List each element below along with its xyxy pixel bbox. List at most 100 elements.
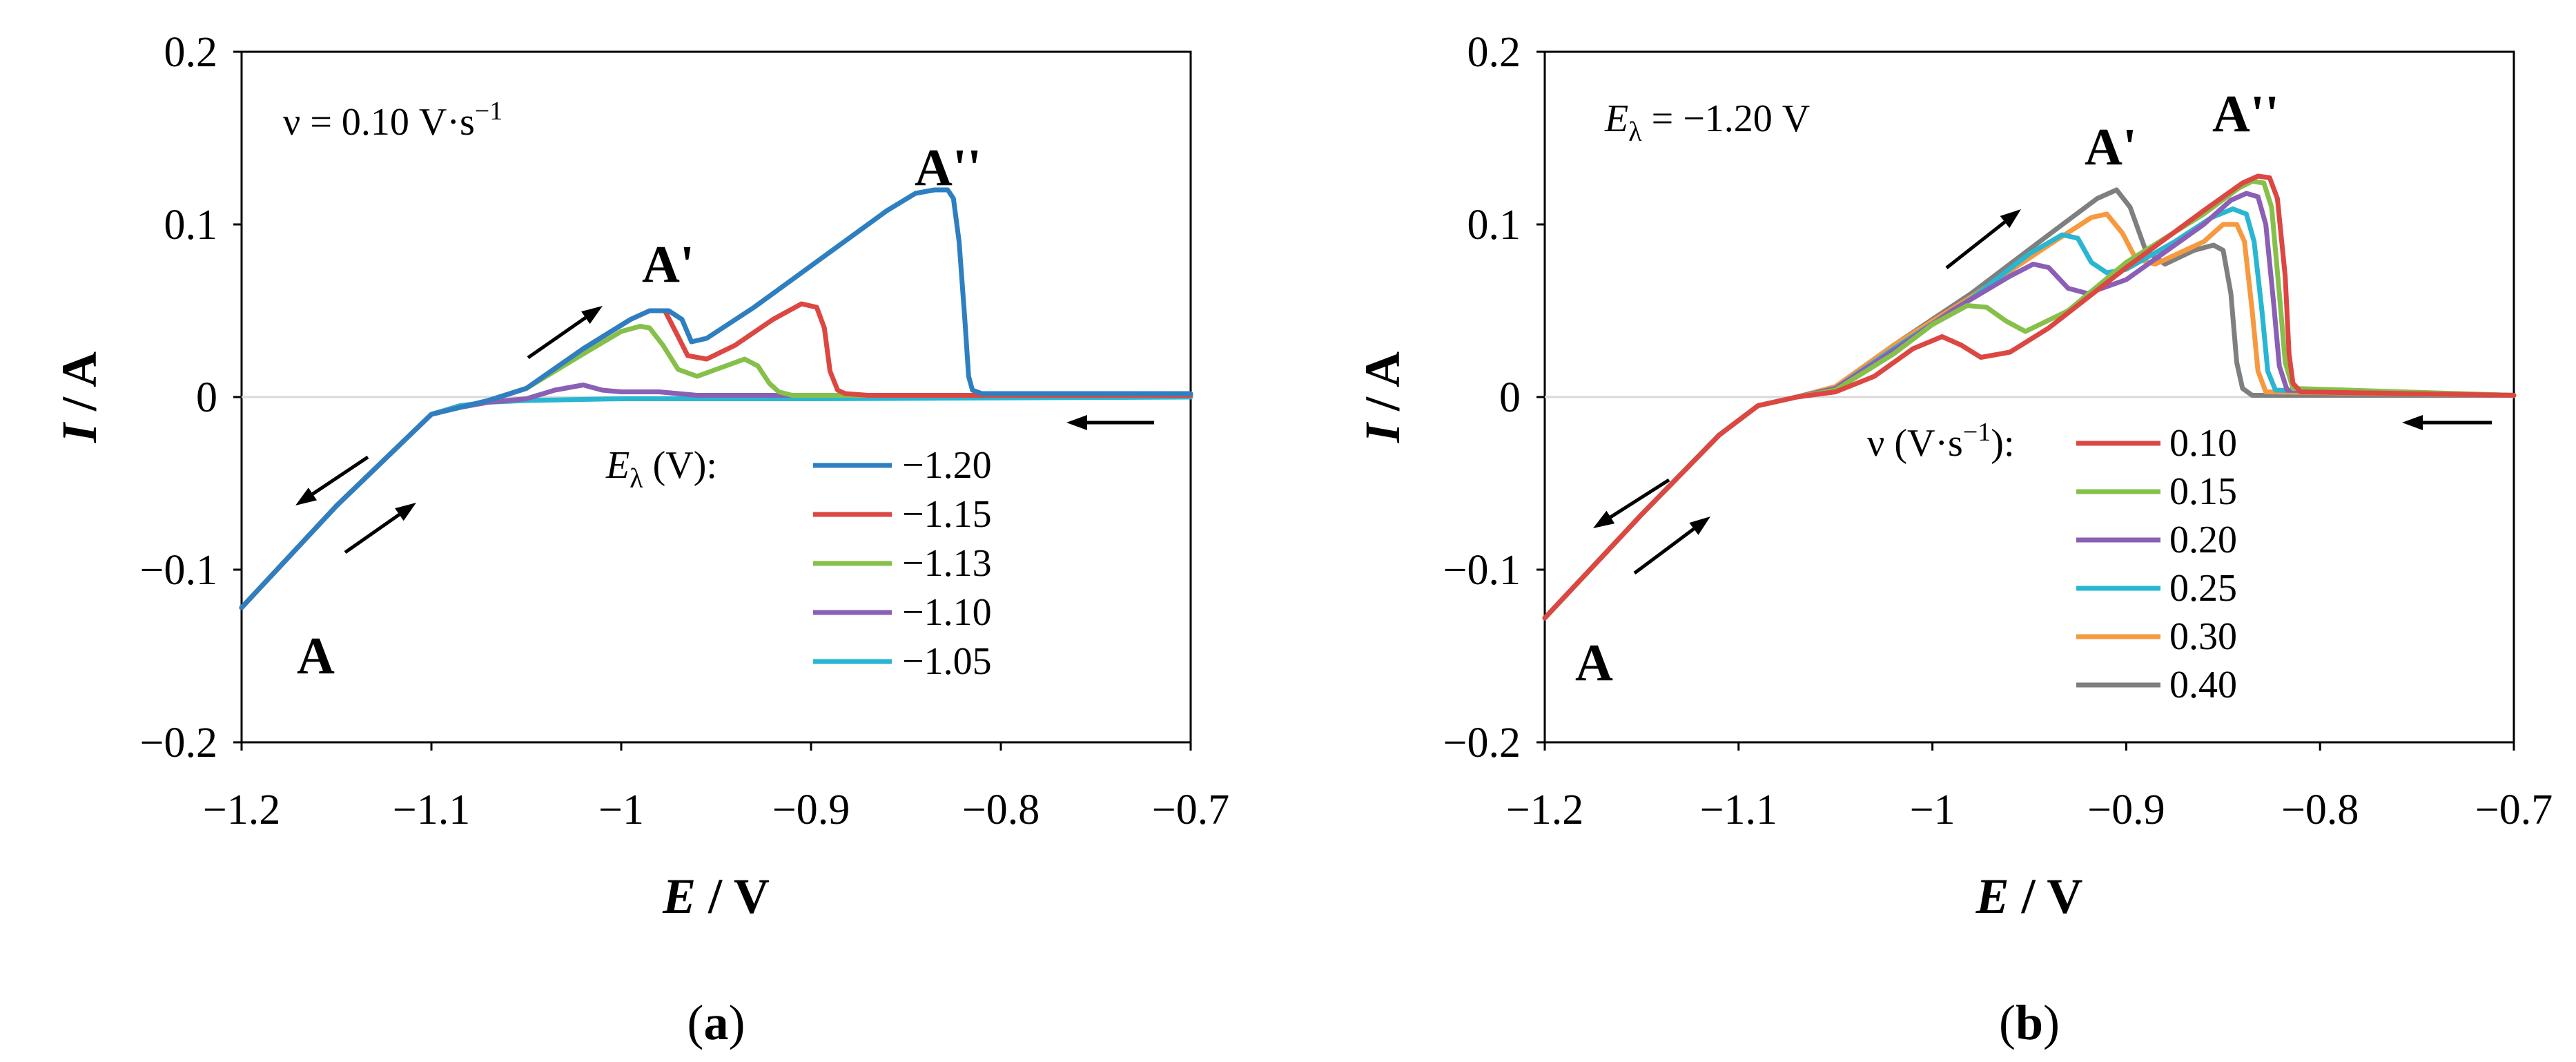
panel-a-peak-label-A: A	[297, 627, 335, 685]
panel-b-series-line-1	[1542, 173, 2517, 621]
panel-a-arrow-anodic-icon-head	[395, 503, 416, 521]
panel-b-ytick-label: 0	[1499, 374, 1521, 421]
panel-a-ytick-label: 0.2	[164, 29, 218, 76]
panel-b-potential-value: = −1.20 V	[1642, 97, 1811, 140]
panel-a-legend-entry: −1.05	[902, 640, 992, 683]
panel-b-arrow-cathodic-icon-head	[1593, 510, 1615, 528]
panel-a-ytick-label: −0.2	[140, 720, 217, 766]
panel-a-scan-rate-text: ν = 0.10 V·s	[283, 101, 475, 144]
panel-a-caption-open: (	[687, 995, 704, 1050]
panel-b-series-line-5	[1542, 211, 2517, 621]
panel-a-arrow-cathodic-icon	[295, 455, 369, 505]
panel-b-xtick-label: −1	[1910, 786, 1955, 833]
panel-a-legend-title: Eλ (V):	[605, 444, 717, 494]
panel-b-legend-entry: 0.30	[2169, 615, 2237, 658]
panel-b-xtick-label: −0.7	[2475, 786, 2553, 833]
panel-a-x-axis-unit: / V	[696, 869, 770, 924]
panel-a-peak-label-A1: A'	[642, 235, 694, 293]
panel-b-arrow-forward-icon-head	[2000, 209, 2021, 229]
panel-b-peak-label-A: A	[1575, 634, 1613, 692]
panel-a-series-line-5	[239, 394, 1193, 610]
panel-a-arrow-anodic-icon	[344, 503, 416, 554]
panel-a-legend-title-sub: λ	[630, 463, 643, 494]
panel-a-legend-entry: −1.10	[902, 591, 992, 634]
panel-b-ytick-label: 0.2	[1467, 29, 1521, 76]
panel-b-arrow-forward-icon	[1945, 209, 2021, 269]
panel-b-xtick-label: −1.1	[1700, 786, 1777, 833]
panel-a-ytick-label: 0.1	[164, 202, 218, 249]
panel-a-xtick-label: −1.1	[393, 786, 470, 833]
panel-b-legend-entry: 0.20	[2169, 519, 2237, 561]
panel-a-xtick-label: −1	[598, 786, 644, 833]
panel-b-caption-close: )	[2043, 995, 2060, 1050]
panel-a-xtick-label: −0.8	[962, 786, 1040, 833]
panel-a-x-axis-symbol: E	[662, 869, 696, 924]
panel-a-arrow-anodic-icon-shaft	[344, 513, 400, 554]
panel-a-y-axis-unit: / A	[52, 351, 107, 423]
panel-a-arrow-return-icon-head	[1066, 415, 1087, 430]
panel-b-y-axis-label: I / A	[1355, 351, 1410, 443]
panel-a-ytick-label: 0	[196, 374, 217, 421]
panel-a-xtick-label: −0.9	[772, 786, 850, 833]
panel-b-xtick-label: −1.2	[1506, 786, 1583, 833]
panel-a-scan-rate-annotation: ν = 0.10 V·s−1	[283, 97, 502, 144]
panel-b-legend-title-text: ν (V·s	[1867, 422, 1963, 465]
panel-a-legend-title-unit: (V):	[643, 444, 717, 487]
panel-a-peak-label-A2: A''	[915, 139, 982, 197]
panel-a-legend-title-sym: E	[605, 444, 630, 487]
panel-b-y-axis-symbol: I	[1355, 421, 1410, 443]
panel-a-ytick-label: −0.1	[140, 547, 217, 594]
panel-b-legend-entry: 0.15	[2169, 470, 2237, 513]
panel-b-xtick-label: −0.9	[2087, 786, 2165, 833]
panel-a-caption-letter: a	[704, 995, 729, 1050]
panel-b-legend-title: ν (V·s−1):	[1867, 418, 2015, 465]
panel-b-caption-letter: b	[2016, 995, 2043, 1050]
panel-a-caption: (a)	[687, 995, 745, 1050]
panel-b-arrow-cathodic-icon-shaft	[1609, 478, 1670, 519]
panel-b-ytick-label: −0.1	[1443, 547, 1521, 594]
panel-b-potential-annotation: Eλ = −1.20 V	[1604, 97, 1810, 147]
panel-b-peak-label-A1: A'	[2085, 118, 2137, 176]
panel-a-legend-entry: −1.13	[902, 542, 992, 585]
panel-a-arrow-return-icon	[1066, 415, 1154, 430]
panel-b-arrow-return-icon-head	[2402, 415, 2423, 430]
panel-a-series-line-4	[239, 383, 1193, 610]
panel-b-legend-title-sup: −1	[1963, 418, 1991, 447]
panel-a-xtick-label: −1.2	[203, 786, 280, 833]
panel-a-caption-close: )	[729, 995, 745, 1050]
panel-b-potential-sub: λ	[1628, 116, 1642, 147]
panel-b-arrow-anodic-icon-head	[1689, 516, 1710, 535]
panel-b-arrow-return-icon	[2402, 415, 2492, 430]
panel-b: −0.2 −0.1 0 0.1 0.2 −1.2 −1.1 −1 −0.9 −0.8 −0.7 E /…	[1355, 29, 2553, 1050]
panel-a-xtick-label: −0.7	[1152, 786, 1229, 833]
panel-a-y-axis-label: I / A	[52, 351, 107, 443]
panel-a-legend-entry: −1.15	[902, 493, 992, 536]
panel-b-arrow-cathodic-icon	[1593, 478, 1670, 528]
panel-a-arrow-forward-icon-head	[581, 306, 603, 325]
panel-a-scan-rate-sup: −1	[475, 97, 502, 126]
panel-b-legend-entry: 0.25	[2169, 567, 2237, 610]
panel-a-y-axis-symbol: I	[52, 421, 107, 443]
panel-b-arrow-forward-icon-shaft	[1945, 220, 2006, 269]
panel-a-arrow-forward-icon	[527, 306, 603, 360]
panel-b-xtick-label: −0.8	[2281, 786, 2359, 833]
panel-b-potential-sym: E	[1604, 97, 1628, 140]
panel-a-arrow-cathodic-icon-shaft	[311, 455, 369, 496]
panel-b-ytick-label: −0.2	[1443, 720, 1521, 766]
panel-b-caption-open: (	[1999, 995, 2016, 1050]
panel-b-x-axis-label: E / V	[1975, 869, 2083, 924]
panel-b-ytick-label: 0.1	[1467, 202, 1521, 249]
panel-b-arrow-anodic-icon	[1633, 516, 1710, 575]
panel-b-legend-entry: 0.10	[2169, 422, 2237, 465]
panel-b-legend-entry: 0.40	[2169, 664, 2237, 706]
panel-b-peak-label-A2: A''	[2212, 85, 2279, 143]
panel-b-y-axis-unit: / A	[1355, 351, 1410, 423]
panel-a: −0.2 −0.1 0 0.1 0.2 −1.2 −1.1 −1 −0.9 −0.8 −0.7 E /…	[52, 29, 1229, 1050]
panel-b-legend-title-end: ):	[1991, 422, 2014, 465]
panel-b-x-axis-unit: / V	[2009, 869, 2083, 924]
panel-b-caption: (b)	[1999, 995, 2060, 1050]
panel-a-legend-entry: −1.20	[902, 444, 992, 487]
panel-a-arrow-cathodic-icon-head	[295, 487, 318, 505]
panel-a-x-axis-label: E / V	[662, 869, 770, 924]
